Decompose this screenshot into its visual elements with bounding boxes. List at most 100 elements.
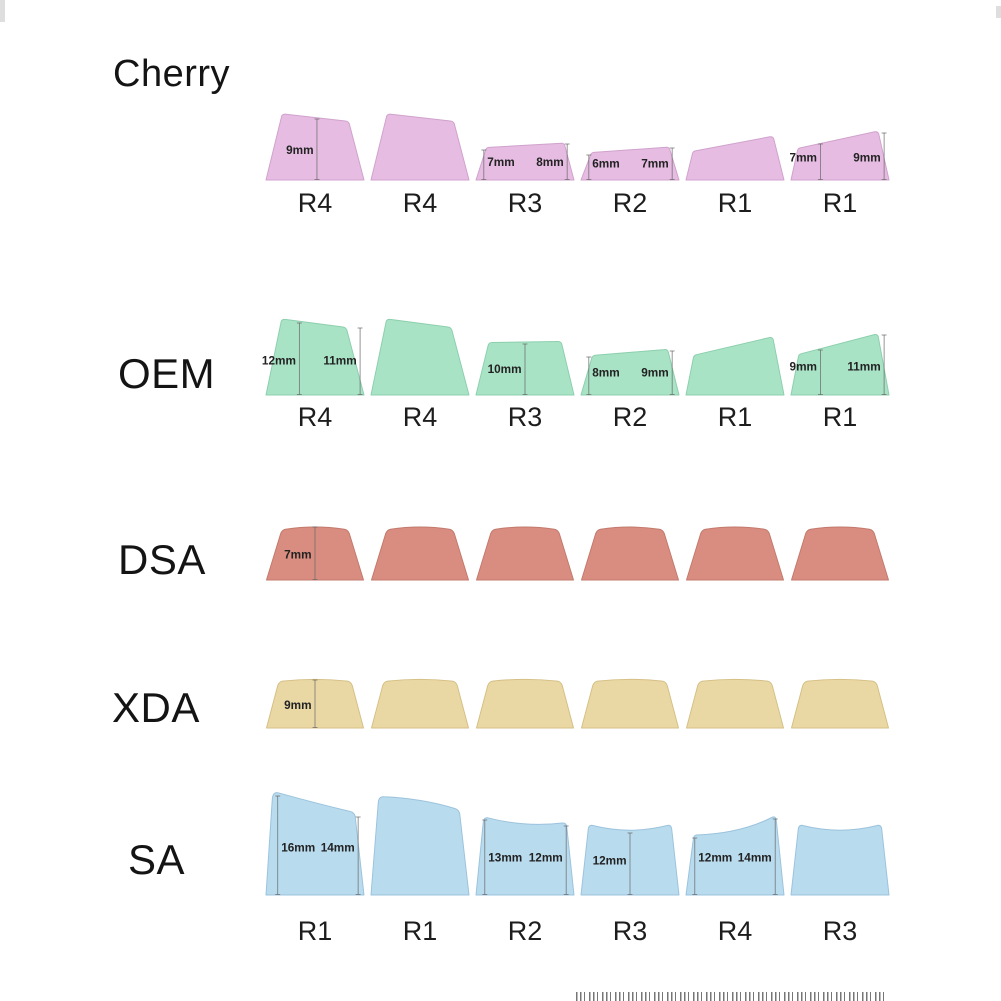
keycap-profile-outline xyxy=(265,792,365,896)
keycap-oem-2 xyxy=(370,318,470,396)
keycap-profile-outline xyxy=(581,678,679,729)
keycap-shape xyxy=(370,318,470,396)
keycap-profile-outline xyxy=(685,337,785,396)
keycap-shape: 8mm 9mm xyxy=(580,349,680,396)
keycap-sa-6 xyxy=(790,818,890,896)
keycap-profile-outline xyxy=(475,142,575,181)
keycap-cherry-1: 9mm xyxy=(265,113,365,181)
keycap-shape xyxy=(581,678,679,729)
keycap-profile-outline xyxy=(371,526,469,581)
keycap-profile-outline xyxy=(476,526,574,581)
keycap-profile-outline xyxy=(580,349,680,396)
keycap-shape xyxy=(685,136,785,181)
keycap-profile-outline xyxy=(370,796,470,896)
row-label-cherry-1: R4 xyxy=(297,188,333,218)
row-label-sa-4: R3 xyxy=(612,916,648,946)
keycap-shape xyxy=(686,526,784,581)
measurement-label: 9mm xyxy=(790,360,817,374)
row-label-cherry-6: R1 xyxy=(822,188,858,218)
keycap-shape: 12mm xyxy=(580,824,680,896)
measurement-label: 9mm xyxy=(286,143,313,157)
keycap-row-cherry: 9mm 7mm 8mm 6mm 7mm 7mm 9mm xyxy=(265,113,890,181)
keycap-shape: 7mm 9mm xyxy=(790,131,890,181)
profile-label-sa: SA xyxy=(128,836,186,883)
measurement-label: 14mm xyxy=(321,841,355,855)
row-label-sa-1: R1 xyxy=(297,916,333,946)
keycap-shape xyxy=(686,678,784,729)
measurement-label: 10mm xyxy=(488,362,522,376)
keycap-profile-outline xyxy=(370,318,470,396)
keycap-profile-outline xyxy=(476,678,574,729)
keycap-sa-3: 13mm 12mm xyxy=(475,812,575,896)
keycap-profile-outline xyxy=(791,678,889,729)
keycap-shape: 7mm 8mm xyxy=(475,142,575,181)
row-label-cherry-2: R4 xyxy=(402,188,438,218)
row-label-sa-5: R4 xyxy=(717,916,753,946)
keycap-dsa-2 xyxy=(371,523,469,581)
keycap-shape xyxy=(791,526,889,581)
row-label-oem-2: R4 xyxy=(402,402,438,432)
measurement-label: 12mm xyxy=(529,851,563,865)
keycap-shape: 16mm 14mm xyxy=(265,792,365,896)
keycap-xda-6 xyxy=(791,677,889,729)
keycap-shape: 6mm 7mm xyxy=(580,146,680,181)
keycap-shape: 12mm 11mm xyxy=(262,318,365,396)
keycap-profile-outline xyxy=(371,678,469,729)
edge-artifact-top-right xyxy=(996,6,1001,18)
keycap-cherry-2 xyxy=(370,113,470,181)
measurement-label: 9mm xyxy=(853,150,880,164)
row-label-oem-3: R3 xyxy=(507,402,543,432)
measurement-label: 16mm xyxy=(281,841,315,855)
keycap-oem-3: 10mm xyxy=(475,337,575,396)
keycap-cherry-3: 7mm 8mm xyxy=(475,140,575,181)
row-label-sa-6: R3 xyxy=(822,916,858,946)
keycap-dsa-3 xyxy=(476,523,574,581)
keycap-shape: 10mm xyxy=(475,341,575,396)
keycap-profile-outline xyxy=(790,824,890,896)
keycap-xda-4 xyxy=(581,677,679,729)
row-label-sa-2: R1 xyxy=(402,916,438,946)
keycap-shape xyxy=(476,526,574,581)
keycap-profile-outline xyxy=(370,113,470,181)
keycap-sa-5: 12mm 14mm xyxy=(685,812,785,896)
measurement-label: 14mm xyxy=(738,851,772,865)
row-labels-sa: R1 R1 R2 R3 R4 R3 xyxy=(266,916,889,947)
row-label-cherry-3: R3 xyxy=(507,188,543,218)
measurement-label: 6mm xyxy=(592,156,619,170)
keycap-profile-outline xyxy=(475,817,575,896)
cropped-caption-text xyxy=(576,992,888,1001)
row-label-oem-1: R4 xyxy=(297,402,333,432)
row-label-cherry-4: R2 xyxy=(612,188,648,218)
profile-label-xda: XDA xyxy=(112,684,200,731)
keycap-shape xyxy=(370,113,470,181)
keycap-profile-outline xyxy=(685,136,785,181)
keycap-shape: 12mm 14mm xyxy=(685,816,785,896)
measurement-label: 7mm xyxy=(284,547,311,561)
measurement-label: 7mm xyxy=(790,150,817,164)
keycap-shape xyxy=(371,678,469,729)
measurement-label: 11mm xyxy=(323,353,356,367)
keycap-profile-outline xyxy=(790,131,890,181)
keycap-shape: 9mm xyxy=(265,113,365,181)
keycap-shape xyxy=(790,824,890,896)
keycap-oem-6: 9mm 11mm xyxy=(790,332,890,396)
measurement-label: 9mm xyxy=(641,365,668,379)
keycap-profile-outline xyxy=(265,113,365,181)
row-label-oem-6: R1 xyxy=(822,402,858,432)
keycap-oem-4: 8mm 9mm xyxy=(580,345,680,396)
keycap-shape xyxy=(791,678,889,729)
keycap-row-sa: 16mm 14mm 13mm 12mm 12mm 12mm 14mm xyxy=(265,790,890,896)
edge-artifact-top-left xyxy=(0,0,5,22)
measurement-label: 12mm xyxy=(593,853,627,867)
keycap-shape: 13mm 12mm xyxy=(475,817,575,896)
row-label-sa-3: R2 xyxy=(507,916,543,946)
keycap-dsa-1: 7mm xyxy=(266,523,364,581)
keycap-sa-1: 16mm 14mm xyxy=(265,790,365,896)
measurement-label: 11mm xyxy=(847,360,880,374)
row-label-oem-4: R2 xyxy=(612,402,648,432)
row-labels-oem: R4 R4 R3 R2 R1 R1 xyxy=(266,402,889,433)
keycap-dsa-5 xyxy=(686,523,784,581)
keycap-dsa-4 xyxy=(581,523,679,581)
keycap-oem-1: 12mm 11mm xyxy=(262,318,365,396)
